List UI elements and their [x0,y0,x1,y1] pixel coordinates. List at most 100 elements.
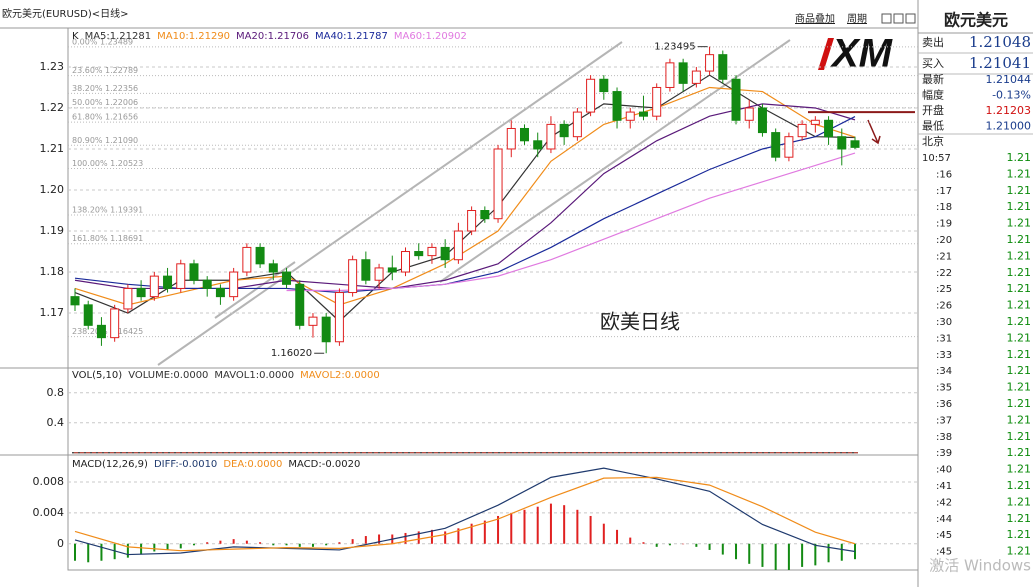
macd-bar [311,543,314,547]
y-tick-label: 1.20 [40,183,65,196]
icon[interactable] [881,13,892,24]
tick-time: :22 [936,268,952,279]
legend-entry: MACD(12,26,9) [72,459,148,470]
y-tick-label: 0.008 [33,475,65,488]
candle-body [638,111,648,117]
toolbar-button[interactable]: 周期 [847,13,867,25]
candle-body [771,132,781,158]
tick-time: :40 [936,465,952,476]
tick-price: 1.21 [1007,299,1032,312]
candle-body [387,267,397,273]
window-title: 欧元美元(EURUSD)<日线> [2,7,129,20]
city-label: 北京 [922,134,944,148]
candle-body [295,283,305,326]
tick-price: 1.21 [1007,528,1032,541]
icon[interactable] [893,13,904,24]
tick-price: 1.21 [1007,381,1032,394]
tick-price: 1.21 [1007,200,1032,213]
candle-body [189,263,199,281]
macd-bar [536,506,539,544]
tick-time: :38 [936,432,952,443]
macd-bar [245,540,248,544]
legend-entry: MA20:1.21706 [236,31,309,42]
y-tick-label: 1.18 [40,265,65,278]
tick-time: :30 [936,317,952,328]
candle-body [149,275,159,298]
macd-bar [655,543,658,547]
macd-bar [668,543,671,546]
macd-bar [153,543,156,552]
quote-label: 卖出 [922,35,944,49]
candle-body [401,251,411,273]
macd-bar [814,543,817,566]
macd-bar [682,543,685,545]
candle-body [136,287,146,298]
tick-time: :18 [936,202,952,213]
macd-bar [801,543,804,567]
legend-entry: MACD:-0.0020 [288,459,360,470]
macd-bar [378,534,381,544]
tick-time: :45 [936,547,952,558]
tick-price: 1.21 [1007,331,1032,344]
tick-price: 1.21 [1007,217,1032,230]
macd-bar [787,543,790,570]
tick-time: :45 [936,530,952,541]
candle-body [467,210,477,232]
macd-bar [140,543,143,555]
candle-body [744,107,754,121]
tick-time: :17 [936,186,952,197]
tick-time: :33 [936,350,952,361]
macd-bar [616,529,619,544]
macd-bar [695,543,698,547]
toolbar-button[interactable]: 商品叠加 [795,12,835,25]
tick-price: 1.21 [1007,495,1032,508]
macd-bar [404,532,407,544]
candle-body [678,62,688,84]
logo-text: XM [830,32,894,76]
tick-time: :26 [936,301,952,312]
candle-body [757,107,767,134]
tick-time: :31 [936,333,952,344]
sidebar-title: 欧元美元 [944,11,1008,30]
tick-price: 1.21 [1007,545,1032,558]
candle-body [255,246,265,265]
candle-body [691,70,701,84]
logo: XM [812,32,908,77]
y-tick-label: 1.21 [40,142,65,155]
tick-price: 1.21 [1007,348,1032,361]
quote-value: 1.21041 [969,54,1031,72]
annotation: 1.23495 [654,42,695,53]
y-tick-label: 0.8 [47,386,65,399]
candle-body [361,259,371,281]
macd-bar [219,540,222,544]
candle-body [282,271,292,285]
fib-label: 50.00% 1.22006 [72,98,138,107]
candle-body [229,271,239,298]
fib-label: 23.60% 1.22789 [72,66,138,75]
macd-bar [589,515,592,544]
macd-bar [497,515,500,544]
legend-entry: MAVOL2:0.0000 [300,370,380,381]
macd-bar [325,543,328,546]
quote-value: 1.21203 [986,104,1032,117]
macd-bar [417,531,420,544]
candle-body [440,246,450,261]
y-tick-label: 1.23 [40,60,65,73]
fib-label: 138.20% 1.19391 [72,205,143,214]
arrow [867,119,881,145]
candle-body [731,78,741,121]
macd-bar [510,512,513,544]
tick-time: :35 [936,383,952,394]
tick-price: 1.21 [1007,315,1032,328]
macd-bar [444,531,447,544]
macd-bar [364,536,367,544]
toolbar-icons[interactable] [881,13,916,24]
chart-caption: 欧美日线 [600,310,680,334]
candle-body [334,292,344,343]
icon[interactable] [905,13,916,24]
channel-line [157,41,623,366]
moving-average [286,152,856,292]
candle-body [572,111,582,138]
